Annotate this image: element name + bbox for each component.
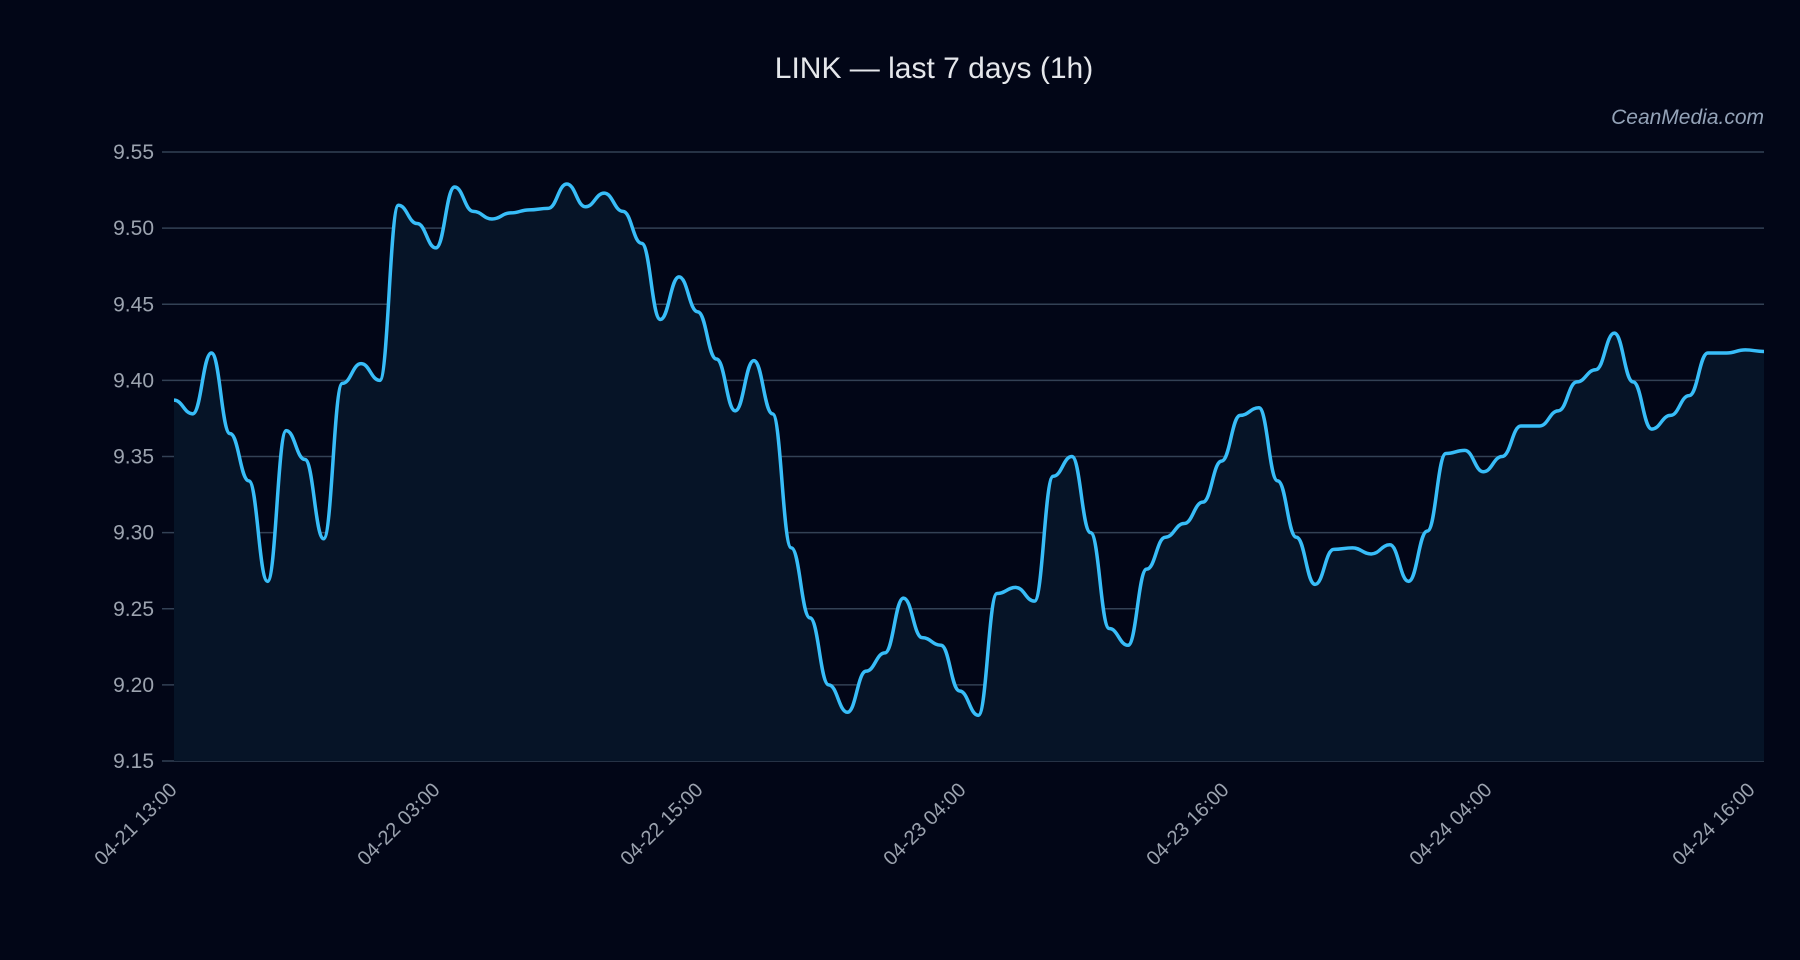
x-tick-label: 04-24 04:00 xyxy=(1405,779,1496,870)
chart-title: LINK — last 7 days (1h) xyxy=(774,52,1094,85)
y-tick-label: 9.30 xyxy=(113,522,154,545)
y-tick-label: 9.15 xyxy=(113,750,154,773)
x-tick-label: 04-24 16:00 xyxy=(1668,779,1759,870)
price-line xyxy=(173,182,1765,718)
y-tick-label: 9.55 xyxy=(113,141,154,164)
y-axis: 9.15 9.20 9.25 9.30 9.35 9.40 9.45 9.50 9.55 xyxy=(113,141,154,773)
y-tick-label: 9.45 xyxy=(113,293,154,316)
x-axis: 04-21 13:00 04-22 03:00 04-22 15:00 04-23 0… xyxy=(90,779,1759,870)
watermark: CeanMedia.com xyxy=(1611,106,1764,129)
x-tick-label: 04-23 04:00 xyxy=(879,779,970,870)
y-tick-label: 9.25 xyxy=(113,598,154,621)
x-tick-label: 04-23 16:00 xyxy=(1142,779,1233,870)
y-tick-label: 9.20 xyxy=(113,674,154,697)
y-tick-label: 9.40 xyxy=(113,369,154,392)
y-tick-label: 9.35 xyxy=(113,446,154,469)
x-tick-label: 04-21 13:00 xyxy=(90,779,181,870)
x-tick-label: 04-22 15:00 xyxy=(616,779,707,870)
area-fill xyxy=(174,183,1764,761)
x-tick-label: 04-22 03:00 xyxy=(353,779,444,870)
y-tick-label: 9.50 xyxy=(113,217,154,240)
